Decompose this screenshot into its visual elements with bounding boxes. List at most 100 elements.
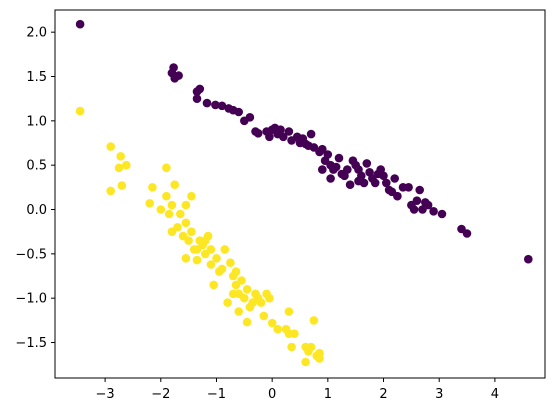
- data-point-s1-10: [162, 163, 171, 173]
- y-tick-label: 1.5: [26, 70, 47, 85]
- data-point-s0-0: [75, 19, 85, 29]
- data-point-s0-58: [404, 183, 413, 192]
- data-point-s0-56: [393, 191, 402, 201]
- data-point-s0-15: [245, 113, 255, 122]
- data-point-s1-72: [215, 267, 224, 276]
- data-point-s0-2: [169, 63, 178, 72]
- data-point-s0-7: [192, 94, 202, 103]
- data-point-s1-68: [242, 317, 252, 327]
- data-point-s1-0: [75, 106, 85, 116]
- data-point-s1-19: [181, 253, 191, 263]
- data-point-s0-13: [234, 107, 243, 117]
- data-point-s0-8: [202, 98, 212, 108]
- data-point-s1-20: [184, 236, 193, 245]
- data-point-s1-35: [223, 298, 232, 307]
- data-point-s0-38: [334, 153, 344, 163]
- data-point-s1-8: [148, 183, 157, 192]
- data-point-s1-6: [114, 163, 124, 173]
- data-point-s0-67: [437, 209, 447, 219]
- data-point-s0-62: [415, 185, 425, 195]
- data-point-s1-16: [176, 209, 185, 219]
- data-point-s1-71: [201, 236, 210, 245]
- x-tick-label: −3: [96, 387, 115, 402]
- data-point-s1-2: [106, 186, 115, 196]
- data-point-s0-32: [318, 144, 327, 154]
- data-point-s1-69: [167, 227, 177, 236]
- data-point-s0-23: [279, 132, 288, 142]
- data-point-s1-5: [122, 160, 131, 170]
- data-point-s0-49: [370, 178, 380, 188]
- data-point-s1-9: [156, 205, 166, 214]
- data-point-s1-7: [145, 199, 154, 208]
- data-point-s0-71: [326, 174, 335, 183]
- data-point-s0-6: [195, 84, 205, 94]
- data-point-s1-42: [240, 293, 249, 303]
- data-point-s1-57: [284, 307, 294, 316]
- x-axis-ticks: −3 −2 −1 0 1 2 3 4: [96, 378, 499, 402]
- y-tick-label: 1.0: [26, 114, 47, 129]
- data-point-s1-66: [301, 357, 310, 367]
- y-tick-label: 2.0: [26, 26, 47, 41]
- points-layer: [75, 19, 533, 367]
- data-point-s0-61: [412, 196, 422, 205]
- data-point-s1-65: [315, 354, 324, 363]
- plot-frame: [54, 9, 546, 379]
- data-point-s0-22: [276, 125, 285, 134]
- data-point-s0-60: [409, 205, 419, 214]
- data-point-s1-53: [273, 324, 283, 334]
- data-point-s1-73: [228, 289, 238, 299]
- y-tick-label: −1.5: [15, 336, 47, 351]
- y-tick-label: −1.0: [15, 292, 47, 307]
- y-tick-label: 0.0: [26, 203, 47, 218]
- data-point-s1-22: [187, 227, 196, 236]
- data-point-s1-49: [259, 311, 269, 321]
- data-point-s0-55: [390, 174, 400, 183]
- data-point-s0-17: [253, 129, 263, 138]
- data-point-s1-32: [212, 253, 221, 263]
- data-point-s0-69: [462, 229, 472, 238]
- x-tick-label: −1: [207, 387, 226, 402]
- data-point-s0-52: [382, 178, 391, 188]
- data-point-s1-41: [237, 276, 246, 285]
- data-point-s0-24: [284, 127, 294, 136]
- data-point-s1-56: [287, 342, 296, 352]
- data-point-s0-76: [359, 178, 369, 188]
- data-point-s1-58: [290, 329, 299, 339]
- data-point-s0-77: [379, 171, 388, 181]
- data-point-s1-48: [256, 298, 266, 307]
- data-point-s0-73: [337, 169, 347, 179]
- x-tick-label: 1: [324, 387, 332, 402]
- data-point-s1-31: [209, 280, 218, 290]
- data-point-s1-18: [181, 200, 191, 210]
- data-point-s1-24: [192, 255, 202, 265]
- x-tick-label: 3: [435, 387, 443, 402]
- data-point-s0-66: [429, 207, 438, 216]
- x-tick-label: 4: [491, 387, 499, 402]
- data-point-s1-43: [242, 285, 252, 294]
- data-point-s1-51: [265, 293, 274, 303]
- data-point-s1-39: [231, 267, 241, 276]
- x-tick-label: −2: [151, 387, 170, 402]
- data-point-s0-4: [170, 74, 179, 83]
- data-point-s1-13: [167, 200, 177, 210]
- data-point-s0-70: [524, 254, 533, 264]
- data-point-s1-61: [306, 342, 316, 352]
- data-point-s0-9: [211, 100, 220, 110]
- data-point-s0-75: [265, 132, 274, 142]
- data-point-s0-45: [357, 171, 366, 181]
- data-point-s0-65: [423, 200, 433, 210]
- data-point-s1-11: [162, 191, 171, 201]
- data-point-s0-79: [304, 141, 313, 150]
- data-point-s0-78: [345, 180, 355, 189]
- data-point-s1-74: [181, 218, 191, 228]
- data-point-s1-34: [220, 245, 230, 254]
- data-point-s0-29: [306, 129, 316, 139]
- data-point-s0-72: [318, 165, 327, 174]
- data-point-s1-1: [106, 142, 115, 151]
- data-point-s0-46: [362, 159, 372, 168]
- data-point-s1-67: [234, 307, 243, 316]
- data-point-s1-21: [187, 191, 196, 201]
- data-point-s1-4: [117, 181, 127, 190]
- data-point-s1-29: [206, 245, 216, 254]
- data-point-s1-14: [170, 180, 179, 189]
